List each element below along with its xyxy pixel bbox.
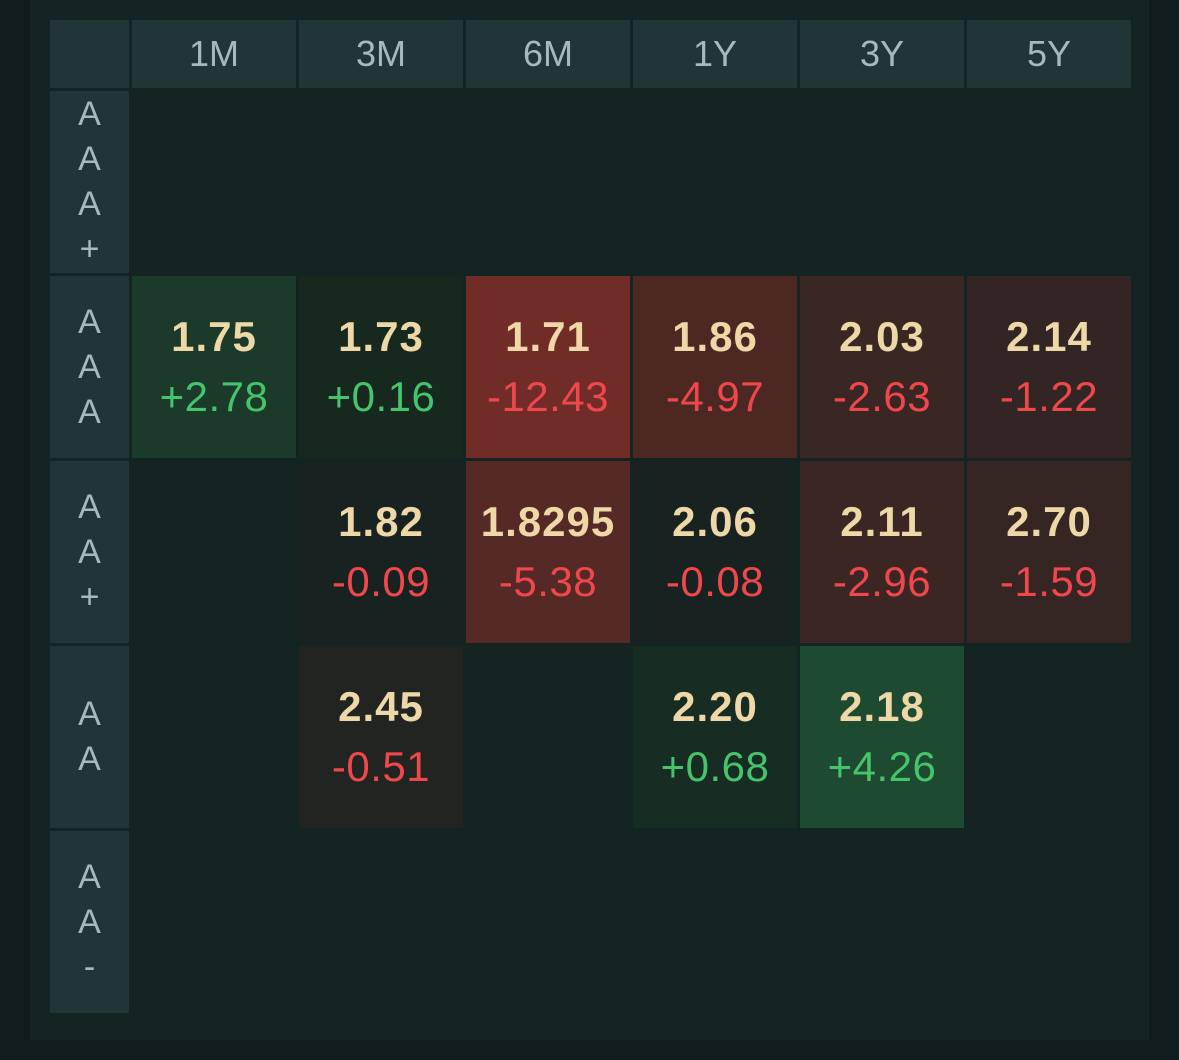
- rate-cell[interactable]: 1.82 -0.09: [299, 461, 463, 643]
- rate-cell[interactable]: 1.73 +0.16: [299, 276, 463, 458]
- rate-cell[interactable]: 2.45 -0.51: [299, 646, 463, 828]
- yield-matrix: 1M 3M 6M 1Y 3Y 5Y A A A + A A A 1.75 +2.78 1.73 +0.16 1.7…: [50, 20, 1131, 1013]
- rate-cell[interactable]: 2.11 -2.96: [800, 461, 964, 643]
- rate-value: 1.82: [338, 498, 424, 545]
- row-header[interactable]: A A +: [50, 461, 129, 643]
- change-value: +0.68: [660, 743, 770, 790]
- corner-header: [50, 20, 129, 88]
- empty-cell: [466, 646, 630, 828]
- rate-value: 2.14: [1006, 313, 1092, 360]
- column-header[interactable]: 1M: [132, 20, 296, 88]
- change-value: -12.43: [486, 373, 610, 420]
- rate-cell[interactable]: 2.14 -1.22: [967, 276, 1131, 458]
- empty-cell: [132, 461, 296, 643]
- empty-cell: [967, 831, 1131, 1013]
- rate-cell[interactable]: 1.75 +2.78: [132, 276, 296, 458]
- empty-cell: [132, 91, 296, 273]
- rate-cell[interactable]: 2.18 +4.26: [800, 646, 964, 828]
- change-value: -0.51: [331, 743, 431, 790]
- rate-value: 1.75: [171, 313, 257, 360]
- column-header[interactable]: 3Y: [800, 20, 964, 88]
- rate-value: 1.73: [338, 313, 424, 360]
- rate-cell[interactable]: 2.03 -2.63: [800, 276, 964, 458]
- change-value: -5.38: [498, 558, 598, 605]
- rate-value: 2.03: [839, 313, 925, 360]
- change-value: +2.78: [159, 373, 269, 420]
- rate-value: 2.70: [1006, 498, 1092, 545]
- change-value: -1.22: [999, 373, 1099, 420]
- change-value: -0.08: [665, 558, 765, 605]
- rate-value: 2.20: [672, 683, 758, 730]
- empty-cell: [132, 646, 296, 828]
- rate-cell[interactable]: 2.20 +0.68: [633, 646, 797, 828]
- change-value: +0.16: [326, 373, 436, 420]
- empty-cell: [800, 831, 964, 1013]
- rate-value: 2.45: [338, 683, 424, 730]
- empty-cell: [299, 91, 463, 273]
- rate-cell[interactable]: 1.71 -12.43: [466, 276, 630, 458]
- rate-cell[interactable]: 1.8295 -5.38: [466, 461, 630, 643]
- rate-cell[interactable]: 2.70 -1.59: [967, 461, 1131, 643]
- rate-value: 2.06: [672, 498, 758, 545]
- change-value: +4.26: [827, 743, 937, 790]
- empty-cell: [633, 91, 797, 273]
- rate-value: 2.18: [839, 683, 925, 730]
- empty-cell: [466, 831, 630, 1013]
- empty-cell: [633, 831, 797, 1013]
- column-header[interactable]: 5Y: [967, 20, 1131, 88]
- rate-cell[interactable]: 1.86 -4.97: [633, 276, 797, 458]
- rate-value: 1.8295: [480, 498, 616, 545]
- row-header[interactable]: A A A +: [50, 91, 129, 273]
- rate-value: 2.11: [840, 498, 924, 545]
- empty-cell: [132, 831, 296, 1013]
- empty-cell: [800, 91, 964, 273]
- empty-cell: [967, 646, 1131, 828]
- empty-cell: [466, 91, 630, 273]
- column-header[interactable]: 3M: [299, 20, 463, 88]
- change-value: -4.97: [665, 373, 765, 420]
- rate-value: 1.86: [672, 313, 758, 360]
- rate-cell[interactable]: 2.06 -0.08: [633, 461, 797, 643]
- rate-value: 1.71: [505, 313, 591, 360]
- change-value: -2.63: [832, 373, 932, 420]
- change-value: -2.96: [832, 558, 932, 605]
- change-value: -0.09: [331, 558, 431, 605]
- empty-cell: [299, 831, 463, 1013]
- column-header[interactable]: 1Y: [633, 20, 797, 88]
- empty-cell: [967, 91, 1131, 273]
- column-header[interactable]: 6M: [466, 20, 630, 88]
- change-value: -1.59: [999, 558, 1099, 605]
